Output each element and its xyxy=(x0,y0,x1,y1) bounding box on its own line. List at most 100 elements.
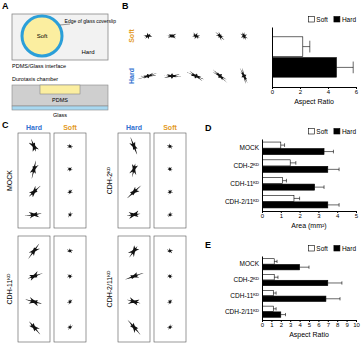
tick: CDH-2/11ᴷᴰ xyxy=(225,198,262,205)
error-cap xyxy=(276,307,277,310)
tick: 2 xyxy=(299,87,303,95)
tick: 5 xyxy=(308,320,312,328)
cell xyxy=(28,244,40,259)
error-bar xyxy=(326,297,340,300)
error-bar xyxy=(274,276,278,279)
tick: CDH-2ᴷᴰ xyxy=(233,162,262,169)
bar xyxy=(262,166,328,172)
error-bar xyxy=(283,179,287,183)
error-line xyxy=(274,277,278,278)
tick-label: 5 xyxy=(355,213,359,219)
cell xyxy=(167,190,173,195)
bar xyxy=(262,178,283,184)
legend: HardSoft xyxy=(308,128,356,135)
cell xyxy=(67,274,73,279)
error-line xyxy=(273,293,276,294)
bar-chart: 012345MOCKCDH-2ᴷᴰCDH-11ᴷᴰCDH-2/11ᴷᴰArea … xyxy=(225,128,359,230)
error-cap xyxy=(295,161,296,165)
tick-label: 2 xyxy=(298,213,302,219)
legend-swatch xyxy=(308,246,314,252)
cell xyxy=(127,185,141,198)
error-bar xyxy=(281,143,285,147)
legend-label: Soft xyxy=(316,16,328,23)
tick: MOCK xyxy=(240,260,263,267)
image-frame xyxy=(118,236,150,342)
cell xyxy=(167,212,173,218)
panel-letter: E xyxy=(205,240,211,250)
y-axis xyxy=(272,28,274,88)
x-axis: 012345678910 xyxy=(261,320,361,328)
legend-label: Hard xyxy=(342,245,356,252)
legend-swatch xyxy=(334,246,340,252)
legend-label: Soft xyxy=(316,128,328,135)
error-line xyxy=(328,169,339,170)
error-line xyxy=(326,298,340,299)
bar xyxy=(272,58,336,78)
legend-swatch xyxy=(334,129,340,135)
tick: 3 xyxy=(289,320,293,328)
cell xyxy=(167,167,173,172)
tick: 3 xyxy=(317,211,321,219)
well xyxy=(40,85,80,94)
error-line xyxy=(273,308,276,309)
cell xyxy=(167,274,173,279)
legend: HardSoft xyxy=(308,16,356,23)
bar xyxy=(262,275,274,280)
cell xyxy=(29,321,40,334)
tick: 4 xyxy=(327,87,331,95)
bar xyxy=(272,37,303,57)
label: Durotaxis chamber xyxy=(12,76,58,82)
cell xyxy=(67,167,73,172)
cell xyxy=(167,324,173,330)
cell xyxy=(29,186,41,197)
tick: 6 xyxy=(355,87,359,95)
x-axis: 012345 xyxy=(261,211,359,219)
error-bar xyxy=(294,197,300,201)
image-frame xyxy=(154,236,186,342)
panel-c-cells: HardSoftHardSoftMOCKCDH-2ᴷᴰCDH-11ᴷᴰCDH-2… xyxy=(6,124,186,342)
tick-label: 10 xyxy=(353,322,360,328)
bar xyxy=(262,296,326,301)
cell xyxy=(28,271,43,280)
pdms-layer xyxy=(12,85,108,106)
category-label: MOCK xyxy=(240,144,260,151)
category-label: CDH-2ᴷᴰ xyxy=(233,276,259,283)
error-line xyxy=(300,267,309,268)
tick-label: 9 xyxy=(345,322,349,328)
tick-label: 2 xyxy=(280,322,284,328)
tick: 9 xyxy=(345,320,349,328)
cell xyxy=(163,73,181,79)
panel-letter: D xyxy=(205,123,212,133)
axis-title: Aspect Ratio xyxy=(289,331,329,339)
error-cap xyxy=(353,62,354,74)
bar xyxy=(262,264,300,269)
image-frame xyxy=(118,133,150,228)
tick-label: 4 xyxy=(336,213,340,219)
plot-marks xyxy=(262,142,339,208)
tick-label: 0 xyxy=(261,322,265,328)
error-cap xyxy=(276,291,277,294)
condition-label: CDH-2/11ᴷᴰ xyxy=(106,271,113,308)
error-line xyxy=(294,198,300,199)
error-bar xyxy=(281,313,286,316)
category-label: CDH-2/11ᴷᴰ xyxy=(225,308,259,315)
error-cap xyxy=(286,179,287,183)
tick: MOCK xyxy=(240,144,263,151)
bar xyxy=(262,312,281,317)
tick-label: 6 xyxy=(355,89,359,95)
tick: 0 xyxy=(261,211,265,219)
category-label: CDH-11ᴷᴰ xyxy=(230,292,259,299)
tick-label: 4 xyxy=(327,89,331,95)
tick: 4 xyxy=(336,211,340,219)
cell xyxy=(67,299,73,305)
cell xyxy=(167,299,173,304)
tick-label: 8 xyxy=(336,322,340,328)
error-cap xyxy=(341,281,342,284)
tick-label: 0 xyxy=(261,213,265,219)
cell xyxy=(240,32,248,40)
image-frame xyxy=(54,133,86,228)
error-bar xyxy=(324,150,333,154)
error-cap xyxy=(339,203,340,207)
category-label: CDH-2/11ᴷᴰ xyxy=(225,198,259,205)
error-line xyxy=(290,162,296,163)
